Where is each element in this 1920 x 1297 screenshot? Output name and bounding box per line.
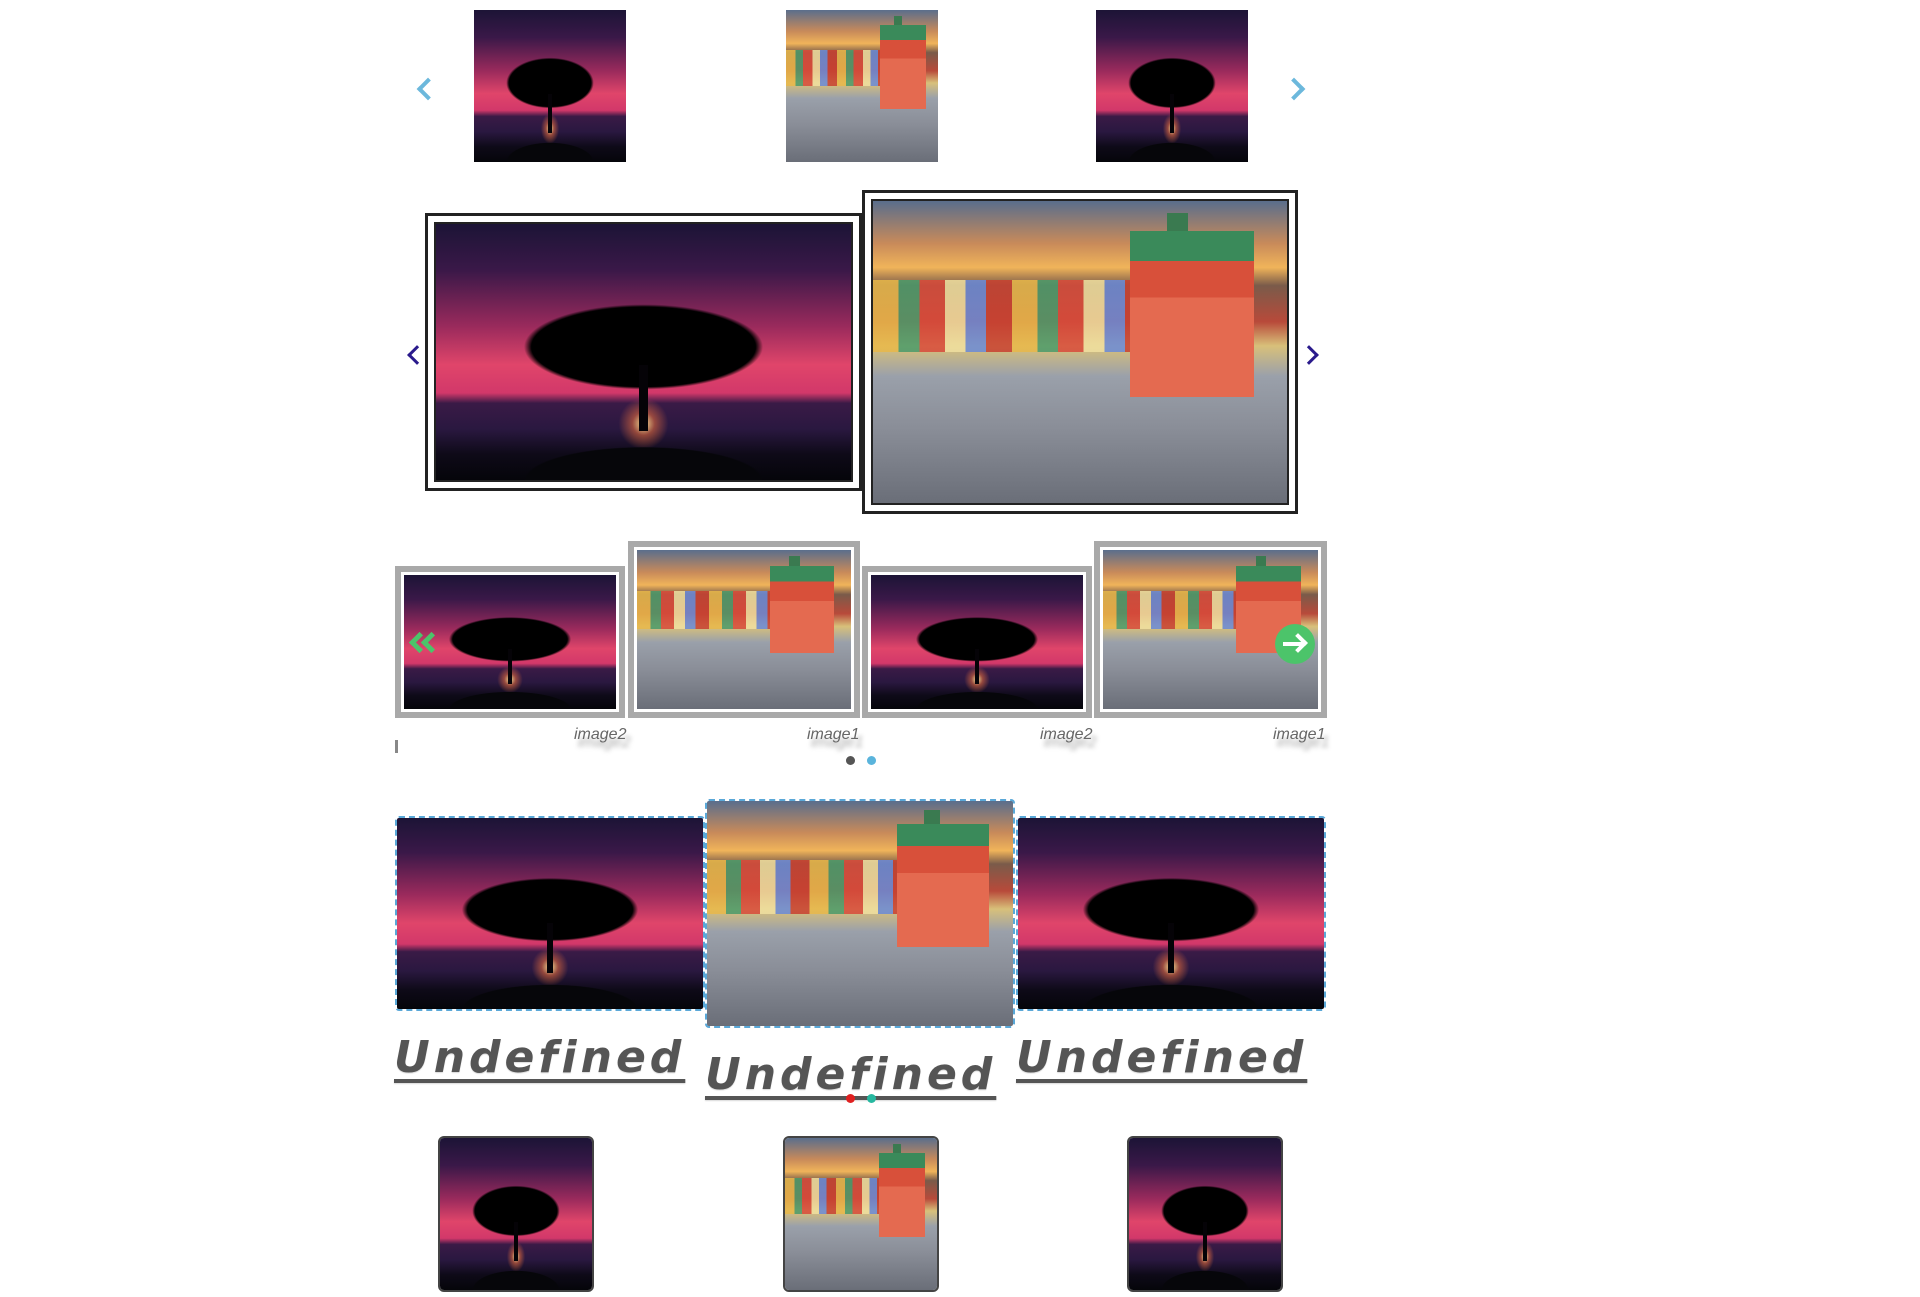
carousel-4-slide-sunset[interactable] (1016, 816, 1326, 1011)
carousel-1-slide-sunset[interactable] (1096, 10, 1248, 162)
carousel-3-prev-double-chevron-icon[interactable] (408, 628, 444, 658)
carousel-2-next-arrow-icon[interactable] (1299, 345, 1319, 365)
carousel-3-caption-fragment (395, 740, 398, 753)
carousel-3-caption: image1 (1273, 726, 1326, 743)
carousel-1-slide-sunset[interactable] (474, 10, 626, 162)
carousel-3-slide[interactable] (862, 566, 1092, 718)
carousel-2-slide-sunset[interactable] (425, 213, 862, 491)
carousel-5-slide-sunset[interactable] (438, 1136, 594, 1292)
carousel-2-prev-arrow-icon[interactable] (407, 345, 427, 365)
carousel-4-slide-sunset[interactable] (395, 816, 705, 1011)
carousel-3-slide[interactable] (628, 541, 860, 718)
carousel-3-dot[interactable] (846, 756, 855, 765)
carousel-3-caption: image2 (1040, 726, 1093, 743)
carousel-3-slide[interactable] (395, 566, 625, 718)
carousel-5-slide-oldtown[interactable] (783, 1136, 939, 1292)
carousel-4-dot-active[interactable] (846, 1094, 855, 1103)
carousel-4-slide-label: Undefined (394, 1032, 686, 1083)
carousel-1-slide-oldtown[interactable] (786, 10, 938, 162)
carousel-3-next-arrow-circle-icon[interactable] (1275, 624, 1315, 664)
carousel-4-slide-label: Undefined (705, 1049, 997, 1100)
carousel-5-slide-sunset[interactable] (1127, 1136, 1283, 1292)
carousel-2-slide-oldtown[interactable] (862, 190, 1298, 514)
carousel-4-slide-oldtown[interactable] (705, 799, 1015, 1028)
carousel-3-dot-active[interactable] (867, 756, 876, 765)
carousel-1-prev-arrow-icon[interactable] (416, 77, 440, 101)
carousel-3-caption: image1 (807, 726, 860, 743)
carousel-3-caption: image2 (574, 726, 627, 743)
carousel-1-next-arrow-icon[interactable] (1282, 77, 1306, 101)
carousel-4-dot[interactable] (867, 1094, 876, 1103)
carousel-4-slide-label: Undefined (1016, 1032, 1308, 1083)
